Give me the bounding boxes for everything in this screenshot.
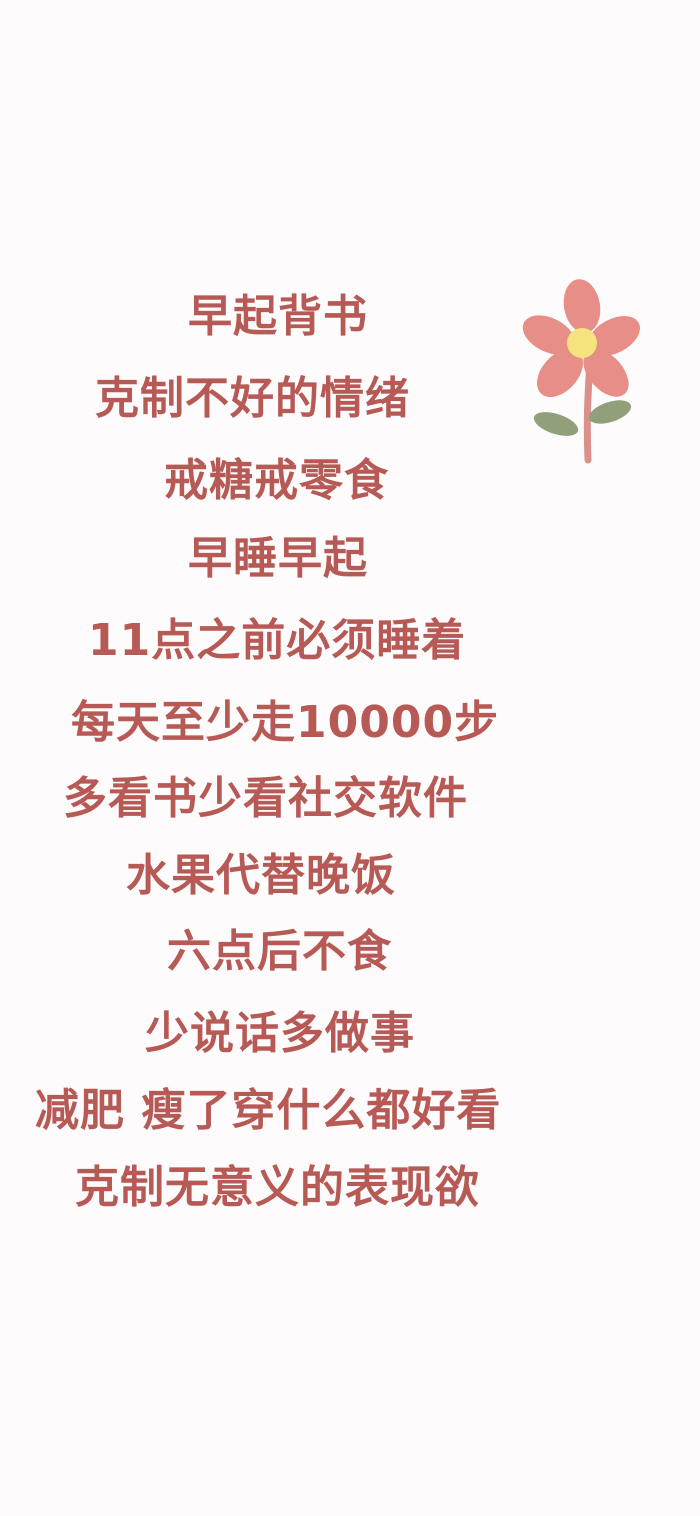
resolution-line: 六点后不食 xyxy=(167,926,392,977)
resolution-line: 水果代替晚饭 xyxy=(126,850,396,901)
flower-icon xyxy=(522,279,640,464)
resolution-line: 早睡早起 xyxy=(188,533,368,584)
resolution-line: 克制无意义的表现欲 xyxy=(75,1162,480,1213)
resolution-line: 减肥 瘦了穿什么都好看 xyxy=(35,1085,502,1136)
resolution-line: 每天至少走10000步 xyxy=(71,697,500,748)
resolution-line: 11点之前必须睡着 xyxy=(88,615,467,666)
resolution-line: 克制不好的情绪 xyxy=(95,373,410,424)
resolution-line: 戒糖戒零食 xyxy=(164,455,389,506)
resolution-line: 少说话多做事 xyxy=(145,1008,415,1059)
resolution-line: 多看书少看社交软件 xyxy=(63,773,468,824)
resolution-line: 早起背书 xyxy=(188,291,368,342)
